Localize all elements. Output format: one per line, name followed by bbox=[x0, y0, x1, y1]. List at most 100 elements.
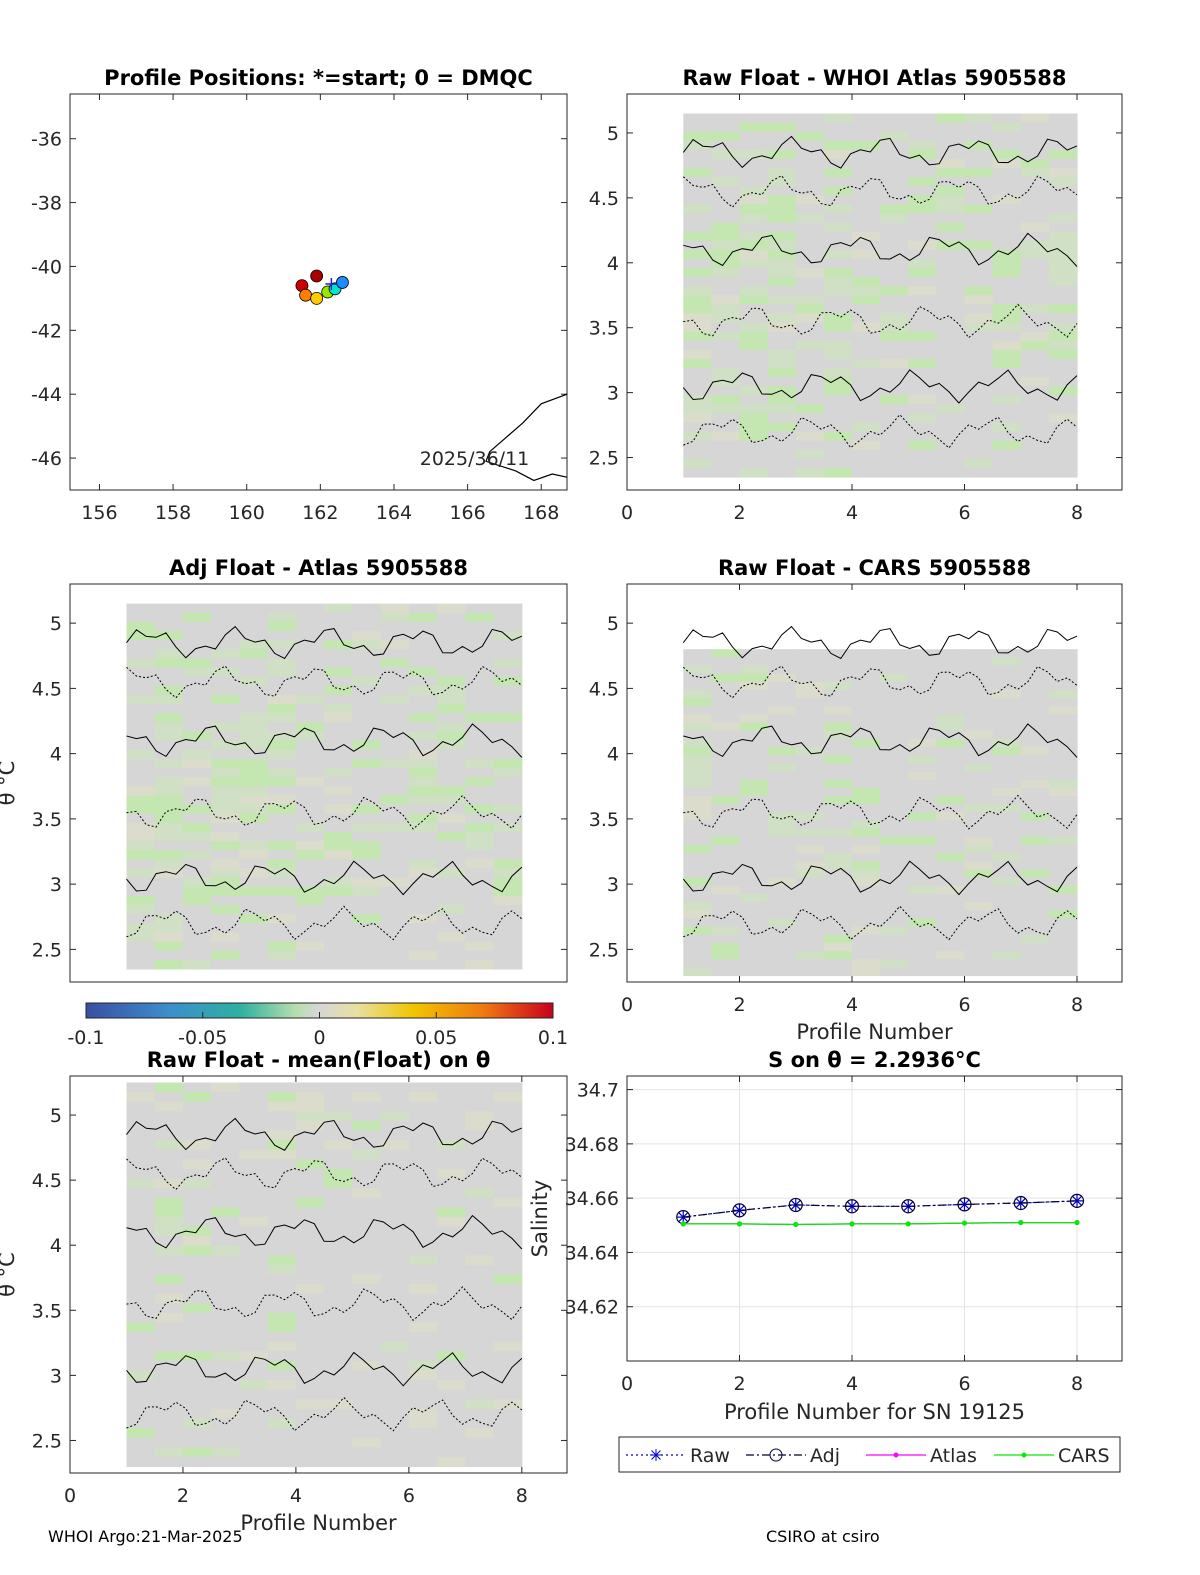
heatmap-cell bbox=[493, 795, 523, 806]
heatmap-cell bbox=[324, 1322, 353, 1333]
heatmap-cell bbox=[183, 950, 212, 961]
heatmap-cell bbox=[295, 1245, 325, 1256]
heatmap-cell bbox=[126, 877, 156, 888]
heatmap-cell bbox=[465, 1312, 495, 1324]
heatmap-cell bbox=[267, 1236, 297, 1247]
heatmap-cell bbox=[352, 905, 382, 915]
heatmap-cell bbox=[711, 942, 741, 952]
heatmap-cell bbox=[880, 377, 909, 387]
heatmap-cell bbox=[239, 795, 269, 806]
heatmap-cell bbox=[437, 676, 466, 687]
heatmap-cell bbox=[992, 458, 1022, 469]
heatmap-cell bbox=[936, 755, 966, 765]
heatmap-cell bbox=[408, 1264, 438, 1276]
heatmap-cell bbox=[823, 122, 853, 133]
heatmap-cell bbox=[992, 158, 1022, 169]
heatmap-cell bbox=[880, 673, 909, 683]
heatmap-cell bbox=[1048, 177, 1078, 187]
heatmap-cell bbox=[992, 322, 1022, 333]
heatmap-cell bbox=[211, 1274, 240, 1285]
heatmap-cell bbox=[183, 658, 212, 669]
heatmap-cell bbox=[711, 845, 741, 854]
heatmap-cell bbox=[239, 1130, 269, 1141]
heatmap-cell bbox=[795, 951, 825, 960]
heatmap-cell bbox=[183, 895, 212, 906]
heatmap-cell bbox=[936, 413, 966, 424]
heatmap-cell bbox=[992, 413, 1022, 424]
y-tick-label: 4.5 bbox=[32, 1170, 62, 1192]
heatmap-cell bbox=[992, 467, 1022, 478]
heatmap-cell bbox=[437, 831, 466, 842]
y-tick-label: 4 bbox=[607, 253, 619, 275]
heatmap-cell bbox=[126, 1437, 156, 1448]
heatmap-cell bbox=[437, 886, 466, 897]
heatmap-cell bbox=[352, 868, 382, 879]
heatmap-cell bbox=[852, 258, 881, 269]
heatmap-cell bbox=[239, 640, 269, 650]
heatmap-cell bbox=[964, 877, 994, 887]
heatmap-cell bbox=[739, 861, 769, 871]
heatmap-cell bbox=[880, 771, 909, 781]
heatmap-cell bbox=[936, 331, 966, 342]
heatmap-cell bbox=[880, 845, 909, 854]
heatmap-cell bbox=[936, 763, 966, 773]
heatmap-cell bbox=[1020, 959, 1050, 968]
heatmap-cell bbox=[183, 1456, 212, 1468]
heatmap-cell bbox=[1048, 657, 1078, 667]
heatmap-cell bbox=[1048, 168, 1078, 178]
heatmap-cell bbox=[295, 1092, 325, 1103]
heatmap-cell bbox=[823, 649, 853, 658]
heatmap-cell bbox=[964, 698, 994, 707]
heatmap-cell bbox=[465, 694, 495, 705]
heatmap-cell bbox=[239, 1360, 269, 1372]
heatmap-cell bbox=[126, 768, 156, 778]
heatmap-cell bbox=[767, 747, 797, 756]
heatmap-cell bbox=[437, 603, 466, 614]
heatmap-cell bbox=[880, 404, 909, 414]
heatmap-cell bbox=[1048, 313, 1078, 324]
y-axis-label: Salinity bbox=[528, 1180, 552, 1258]
heatmap-cell bbox=[267, 1447, 297, 1458]
heatmap-cell bbox=[1048, 706, 1078, 716]
heatmap-cell bbox=[183, 1130, 212, 1141]
heatmap-cell bbox=[908, 195, 937, 205]
heatmap-cell bbox=[908, 240, 937, 251]
heatmap-cell bbox=[465, 923, 495, 933]
heatmap-cell bbox=[267, 1274, 297, 1285]
data-point bbox=[958, 1198, 971, 1211]
heatmap-cell bbox=[493, 1447, 523, 1458]
heatmap-cell bbox=[1048, 186, 1078, 196]
contour-line bbox=[126, 860, 523, 896]
heatmap-cell bbox=[465, 1322, 495, 1333]
heatmap-cell bbox=[767, 853, 797, 862]
heatmap-cell bbox=[852, 771, 881, 781]
heatmap-cell bbox=[795, 779, 825, 789]
heatmap-cell bbox=[267, 859, 297, 869]
heatmap-cell bbox=[380, 795, 410, 806]
heatmap-cell bbox=[683, 698, 712, 707]
heatmap-cell bbox=[992, 240, 1022, 251]
heatmap-cell bbox=[964, 358, 994, 369]
y-tick-label: 5 bbox=[50, 613, 62, 635]
heatmap-cell bbox=[211, 1332, 240, 1343]
heatmap-cell bbox=[852, 449, 881, 460]
heatmap-cell bbox=[408, 603, 438, 614]
heatmap-cell bbox=[795, 440, 825, 451]
heatmap-cell bbox=[267, 1188, 297, 1199]
heatmap-cell bbox=[767, 440, 797, 451]
heatmap-cell bbox=[465, 804, 495, 815]
contour-line bbox=[683, 794, 1078, 830]
heatmap-cell bbox=[380, 959, 410, 970]
heatmap-cell bbox=[183, 850, 212, 860]
heatmap-cell bbox=[767, 268, 797, 278]
heatmap-cell bbox=[324, 914, 353, 924]
heatmap-cell bbox=[683, 349, 712, 360]
heatmap-cell bbox=[493, 740, 523, 751]
heatmap-cell bbox=[880, 231, 909, 242]
heatmap-cell bbox=[823, 959, 853, 968]
heatmap-cell bbox=[992, 967, 1022, 977]
heatmap-cell bbox=[767, 149, 797, 160]
heatmap-cell bbox=[880, 665, 909, 675]
heatmap-cell bbox=[380, 603, 410, 614]
heatmap-cell bbox=[683, 213, 712, 224]
